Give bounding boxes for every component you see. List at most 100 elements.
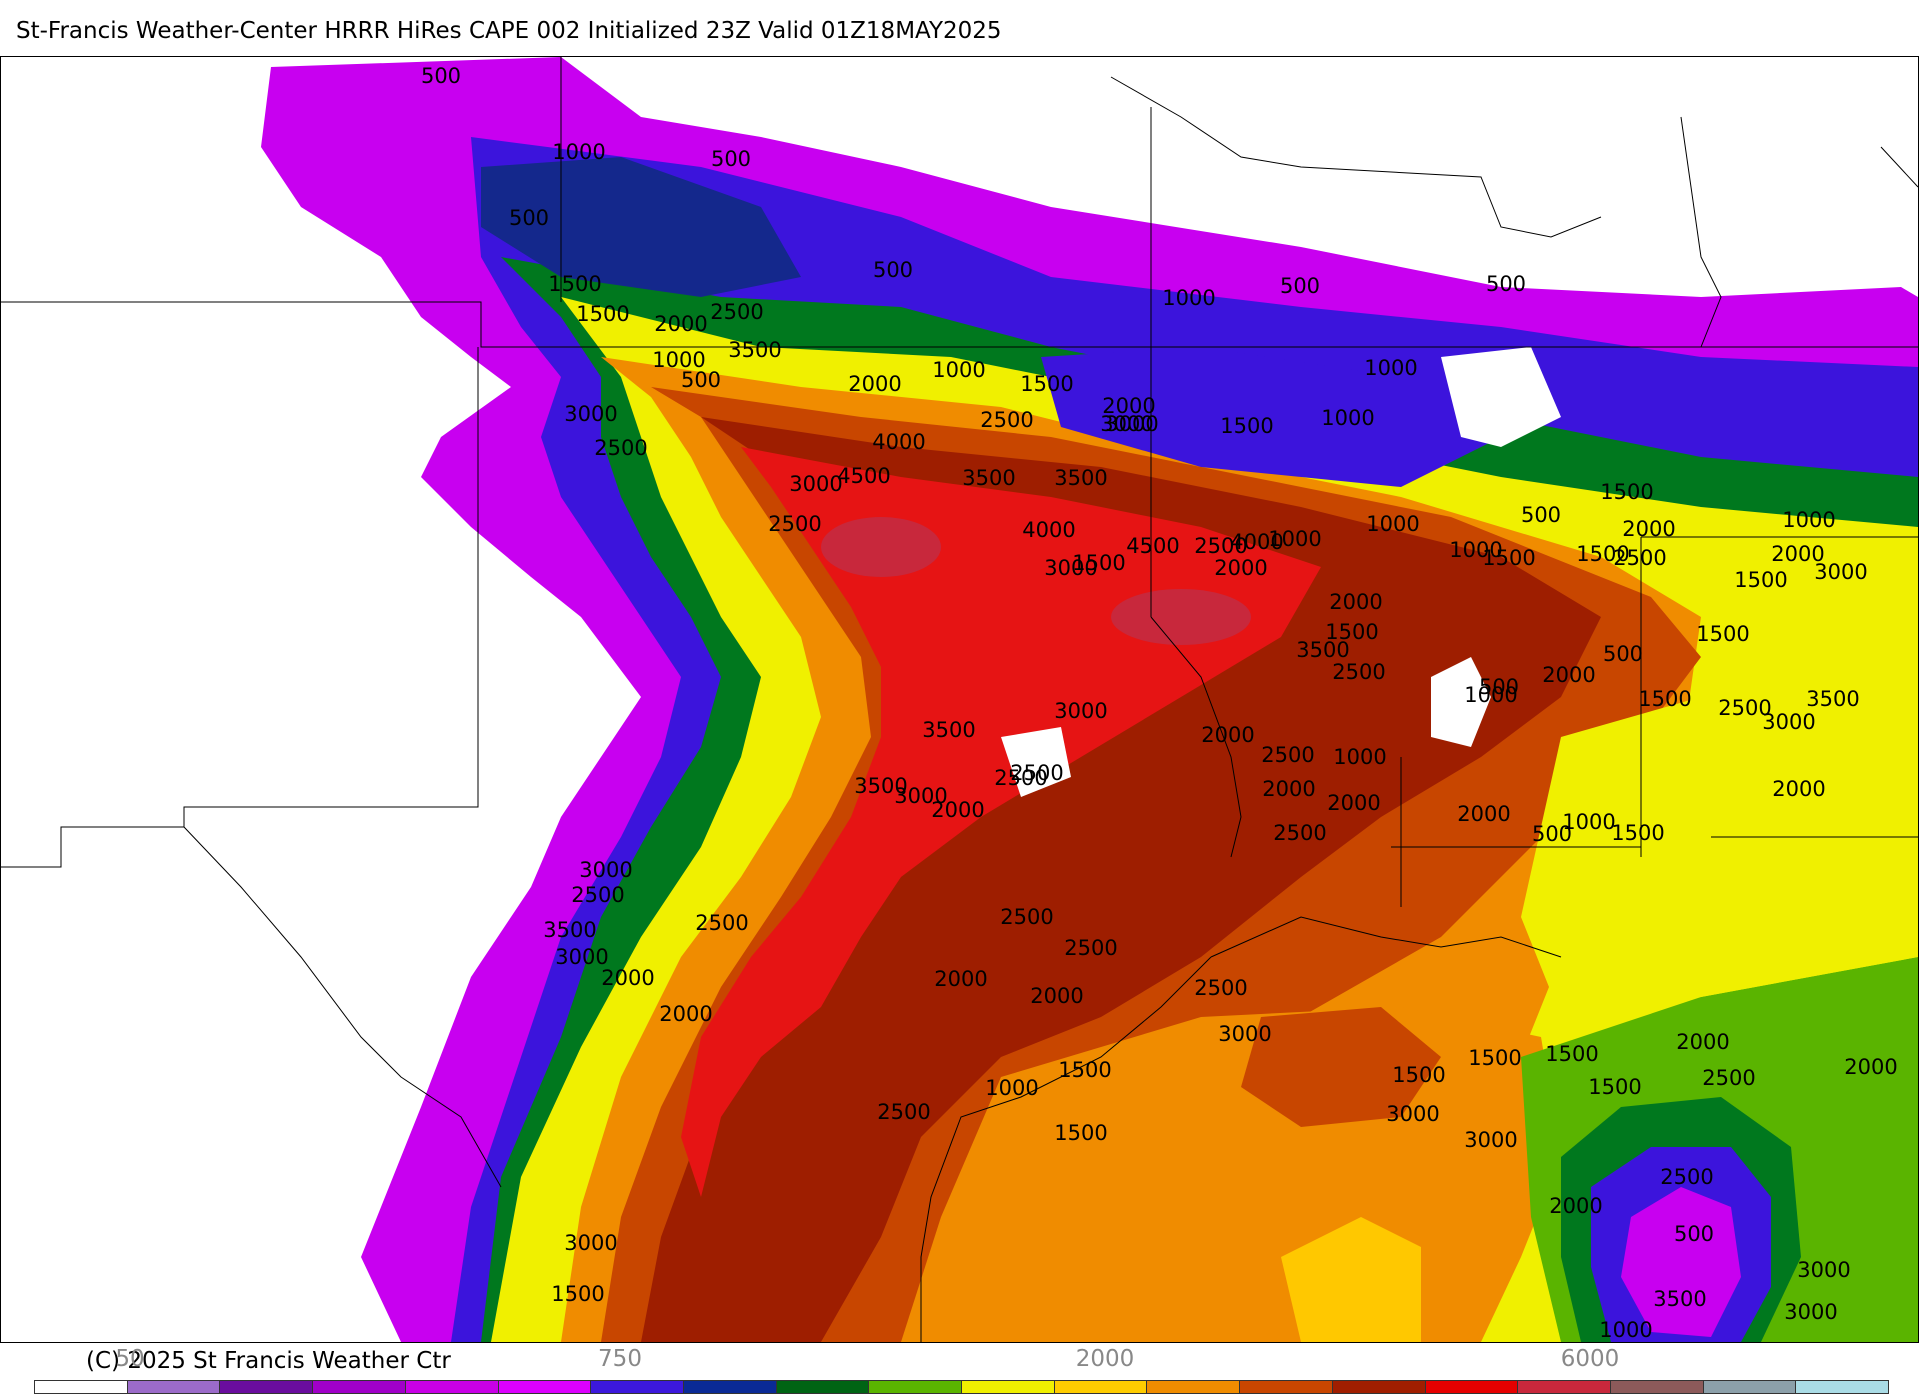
contour-label-3000: 3000 [789, 472, 842, 496]
contour-label-1500: 1500 [1325, 620, 1378, 644]
contour-label-1500: 1500 [1611, 821, 1664, 845]
contour-label-2000: 2000 [1214, 556, 1267, 580]
contour-label-3000: 3000 [1797, 1258, 1850, 1282]
contour-label-2000: 2000 [931, 798, 984, 822]
contour-label-1500: 1500 [1054, 1121, 1107, 1145]
colorbar-swatch [1054, 1381, 1148, 1393]
colorbar-swatch [220, 1381, 314, 1393]
contour-label-500: 500 [873, 258, 913, 282]
contour-label-3500: 3500 [1296, 638, 1349, 662]
contour-label-3500: 3500 [728, 338, 781, 362]
contour-label-2500: 2500 [877, 1100, 930, 1124]
contour-label-3500: 3500 [854, 774, 907, 798]
contour-label-3000: 3000 [1100, 412, 1153, 436]
colorbar-swatch [1332, 1381, 1426, 1393]
contour-label-2500: 2500 [710, 300, 763, 324]
contour-label-2500: 2500 [1273, 821, 1326, 845]
contour-label-1500: 1500 [1482, 546, 1535, 570]
contour-label-1500: 1500 [548, 272, 601, 296]
colorbar-swatch [683, 1381, 777, 1393]
border-line [1, 347, 479, 868]
cape-3000-gulf-dark [1241, 1007, 1441, 1127]
contour-label-1500: 1500 [1468, 1046, 1521, 1070]
colorbar-swatch [35, 1381, 128, 1393]
contour-label-2000: 2000 [1457, 802, 1510, 826]
cape-1000-north-2 [1041, 347, 1501, 487]
contour-label-500: 500 [1674, 1222, 1714, 1246]
contour-label-2000: 2000 [659, 1002, 712, 1026]
contour-label-2500: 2500 [1010, 761, 1063, 785]
contour-label-3000: 3000 [1814, 560, 1867, 584]
colorbar-tick-label: 50 [115, 1346, 145, 1372]
contour-label-4000: 4000 [1230, 530, 1283, 554]
contour-label-3000: 3000 [555, 945, 608, 969]
border-line [1, 301, 1918, 348]
colorbar-tick-labels: 50 750 2000 6000 [0, 1346, 1920, 1380]
contour-label-2500: 2500 [1660, 1165, 1713, 1189]
contour-label-2000: 2000 [1262, 777, 1315, 801]
border-line [1680, 116, 1918, 348]
contour-label-1500: 1500 [1020, 372, 1073, 396]
contour-label-2000: 2000 [1201, 723, 1254, 747]
cape-500-se-purple [1621, 1187, 1741, 1337]
contour-label-4500: 4500 [837, 464, 890, 488]
contour-label-500: 500 [711, 147, 751, 171]
contour-label-2500: 2500 [1613, 546, 1666, 570]
contour-label-1500: 1500 [1600, 480, 1653, 504]
contour-label-1000: 1000 [932, 358, 985, 382]
cape-colorbar [34, 1380, 1889, 1394]
contour-label-3000: 3000 [1044, 556, 1097, 580]
colorbar-swatch [776, 1381, 870, 1393]
contour-label-3000: 3000 [1386, 1102, 1439, 1126]
contour-label-2000: 2000 [1622, 517, 1675, 541]
contour-label-1500: 1500 [576, 302, 629, 326]
colorbar-swatch [1796, 1381, 1889, 1393]
contour-label-2000: 2000 [1844, 1055, 1897, 1079]
contour-label-1000: 1000 [552, 140, 605, 164]
contour-label-2500: 2500 [1261, 743, 1314, 767]
no-cape-hole [1431, 657, 1491, 747]
contour-label-3500: 3500 [922, 718, 975, 742]
contour-label-3000: 3000 [1464, 1128, 1517, 1152]
contour-label-4500: 4500 [1126, 534, 1179, 558]
copyright-text: (C) 2025 St Francis Weather Ctr [86, 1348, 451, 1374]
contour-label-1500: 1500 [1545, 1042, 1598, 1066]
colorbar-swatch [313, 1381, 406, 1393]
contour-label-1000: 1000 [1268, 527, 1321, 551]
contour-label-1500: 1500 [1696, 622, 1749, 646]
colorbar-tick-label: 2000 [1075, 1346, 1135, 1372]
contour-label-2000: 2000 [1102, 394, 1155, 418]
colorbar-swatch [1240, 1381, 1333, 1393]
contour-label-1500: 1500 [1392, 1063, 1445, 1087]
colorbar-swatch [127, 1381, 221, 1393]
contour-label-1000: 1000 [1599, 1318, 1652, 1342]
contour-label-2500: 2500 [1194, 534, 1247, 558]
cape-4500-core [1111, 589, 1251, 645]
contour-label-2500: 2500 [1332, 660, 1385, 684]
contour-label-2000: 2000 [1329, 590, 1382, 614]
contour-label-2500: 2500 [695, 911, 748, 935]
contour-label-500: 500 [1479, 675, 1519, 699]
border-line [183, 826, 502, 1188]
contour-label-2500: 2500 [571, 883, 624, 907]
contour-label-500: 500 [1521, 503, 1561, 527]
contour-label-1000: 1000 [1464, 683, 1517, 707]
no-cape-hole [1441, 347, 1561, 447]
colorbar-swatch [1147, 1381, 1241, 1393]
contour-label-3500: 3500 [962, 466, 1015, 490]
contour-label-1000: 1000 [985, 1076, 1038, 1100]
contour-label-4000: 4000 [1022, 518, 1075, 542]
contour-label-2000: 2000 [1030, 984, 1083, 1008]
contour-label-2500: 2500 [1194, 976, 1247, 1000]
colorbar-swatch [1610, 1381, 1704, 1393]
colorbar-tick-label: 6000 [1560, 1346, 1620, 1372]
contour-label-3000: 3000 [894, 784, 947, 808]
contour-label-1000: 1000 [1162, 286, 1215, 310]
contour-label-500: 500 [509, 206, 549, 230]
cape-3500-region [641, 417, 1601, 1342]
contour-label-3500: 3500 [543, 918, 596, 942]
cape-2000-east [1521, 677, 1918, 1017]
cape-2000-gulf [1281, 1217, 1421, 1342]
